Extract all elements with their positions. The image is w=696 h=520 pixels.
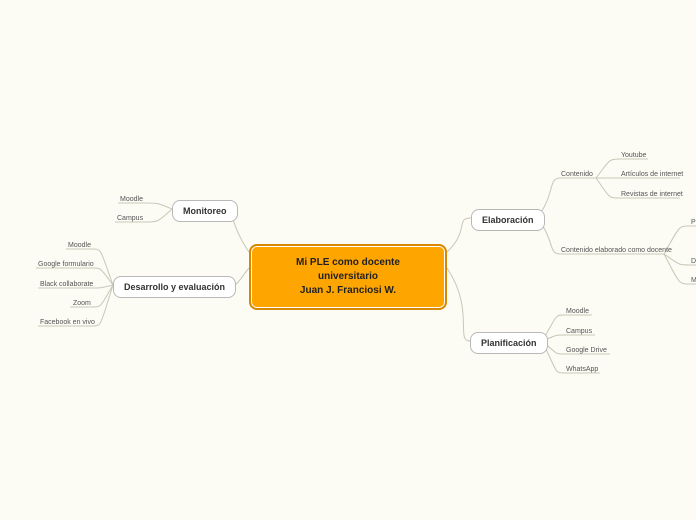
leaf-plan-campus[interactable]: Campus: [566, 328, 592, 335]
leaf-dev-moodle[interactable]: Moodle: [68, 242, 91, 249]
node-planificacion[interactable]: Planificación: [470, 332, 548, 354]
leaf-articulos[interactable]: Artículos de internet: [621, 171, 683, 178]
node-elaboracion[interactable]: Elaboración: [471, 209, 545, 231]
leaf-dev-zoom[interactable]: Zoom: [73, 300, 91, 307]
leaf-dev-black[interactable]: Black collaborate: [40, 281, 93, 288]
leaf-contenido[interactable]: Contenido: [561, 171, 593, 178]
leaf-contenido-docente[interactable]: Contenido elaborado como docente: [561, 247, 672, 254]
label-planificacion: Planificación: [481, 338, 537, 348]
leaf-cd-1[interactable]: P: [691, 219, 696, 226]
leaf-mon-campus[interactable]: Campus: [117, 215, 143, 222]
node-monitoreo[interactable]: Monitoreo: [172, 200, 238, 222]
leaf-cd-3[interactable]: M: [691, 277, 696, 284]
label-monitoreo: Monitoreo: [183, 206, 227, 216]
leaf-plan-moodle[interactable]: Moodle: [566, 308, 589, 315]
leaf-plan-whatsapp[interactable]: WhatsApp: [566, 366, 598, 373]
label-desarrollo: Desarrollo y evaluación: [124, 282, 225, 292]
leaf-revistas[interactable]: Revistas de internet: [621, 191, 683, 198]
center-node[interactable]: Mi PLE como docente universitario Juan J…: [249, 244, 447, 310]
leaf-cd-2[interactable]: D: [691, 258, 696, 265]
leaf-dev-fb[interactable]: Facebook en vivo: [40, 319, 95, 326]
center-line1: Mi PLE como docente universitario: [296, 257, 400, 282]
leaf-plan-drive[interactable]: Google Drive: [566, 347, 607, 354]
label-elaboracion: Elaboración: [482, 215, 534, 225]
center-line2: Juan J. Franciosi W.: [300, 285, 396, 296]
leaf-youtube[interactable]: Youtube: [621, 152, 646, 159]
leaf-dev-forms[interactable]: Google formulario: [38, 261, 94, 268]
leaf-mon-moodle[interactable]: Moodle: [120, 196, 143, 203]
node-desarrollo[interactable]: Desarrollo y evaluación: [113, 276, 236, 298]
